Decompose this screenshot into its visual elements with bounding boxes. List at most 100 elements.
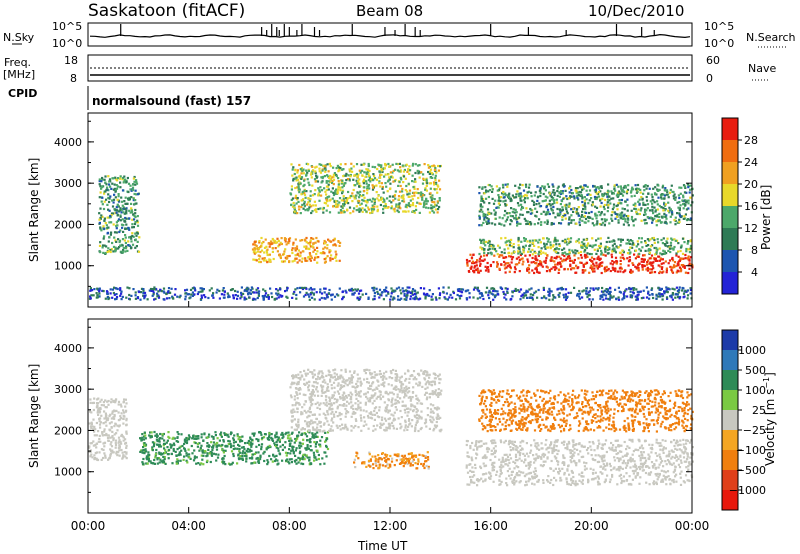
scatter-cell — [570, 268, 573, 271]
scatter-cell — [165, 297, 169, 300]
scatter-cell — [290, 163, 293, 166]
scatter-cell — [480, 199, 483, 202]
scatter-cell — [373, 185, 376, 188]
scatter-cell — [206, 442, 209, 445]
scatter-cell — [433, 183, 436, 186]
scatter-cell — [459, 290, 462, 293]
scatter-cell — [142, 438, 146, 441]
scatter-cell — [291, 445, 294, 448]
scatter-cell — [125, 451, 128, 454]
scatter-cell — [526, 290, 529, 293]
scatter-cell — [110, 401, 113, 404]
scatter-cell — [501, 217, 504, 220]
scatter-cell — [599, 245, 603, 248]
scatter-cell — [460, 288, 463, 291]
scatter-cell — [581, 244, 584, 247]
scatter-cell — [617, 221, 620, 224]
scatter-cell — [201, 458, 204, 461]
scatter-cell — [603, 192, 606, 195]
scatter-cell — [315, 174, 318, 177]
scatter-cell — [420, 191, 423, 194]
scatter-cell — [619, 291, 623, 294]
scatter-cell — [317, 194, 320, 197]
scatter-cell — [326, 204, 329, 207]
scatter-cell — [212, 441, 216, 444]
scatter-cell — [195, 435, 198, 438]
scatter-cell — [484, 265, 487, 268]
scatter-cell — [519, 222, 522, 225]
scatter-cell — [132, 183, 135, 186]
scatter-cell — [159, 445, 162, 448]
scatter-cell — [561, 253, 564, 256]
scatter-cell — [533, 244, 536, 247]
scatter-cell — [100, 229, 103, 232]
scatter-cell — [448, 296, 451, 299]
scatter-cell — [102, 237, 105, 240]
scatter-cell — [645, 195, 648, 199]
nsky-spikes — [120, 24, 655, 36]
scatter-cell — [319, 439, 322, 442]
scatter-cell — [154, 434, 157, 437]
scatter-cell — [117, 247, 120, 250]
scatter-cell — [134, 246, 137, 249]
scatter-cell — [338, 259, 341, 262]
scatter-cell — [657, 287, 660, 290]
scatter-cell — [119, 214, 122, 217]
scatter-cell — [134, 221, 137, 224]
scatter-cell — [189, 457, 192, 460]
scatter-cell — [357, 192, 360, 195]
scatter-cell — [284, 451, 288, 454]
scatter-cell — [121, 204, 124, 207]
scatter-cell — [212, 437, 215, 440]
scatter-cell — [502, 190, 505, 194]
scatter-cell — [119, 181, 122, 184]
scatter-cell — [665, 252, 668, 255]
scatter-cell — [151, 446, 154, 449]
scatter-cell — [92, 440, 95, 443]
scatter-cell — [212, 296, 215, 299]
nsearch-tick-bottom: 10^0 — [704, 37, 734, 50]
scatter-cell — [528, 248, 531, 251]
scatter-cell — [398, 190, 402, 193]
scatter-cell — [524, 254, 527, 257]
scatter-cell — [588, 294, 591, 297]
scatter-cell — [597, 237, 600, 240]
scatter-cell — [661, 298, 664, 301]
scatter-cell — [346, 208, 349, 211]
scatter-cell — [326, 196, 329, 199]
scatter-cell — [420, 171, 423, 174]
scatter-cell — [600, 294, 603, 297]
scatter-cell — [674, 239, 677, 242]
scatter-cell — [601, 286, 604, 290]
scatter-cell — [318, 190, 321, 193]
scatter-cell — [651, 198, 654, 201]
scatter-cell — [582, 238, 585, 241]
scatter-cell — [304, 293, 307, 297]
scatter-cell — [619, 266, 622, 269]
scatter-cell — [359, 208, 362, 211]
scatter-cell — [368, 169, 371, 173]
scatter-cell — [662, 215, 665, 218]
scatter-cell — [520, 199, 523, 202]
scatter-cell — [293, 290, 296, 294]
scatter-cell — [394, 168, 397, 171]
scatter-cell — [361, 293, 364, 296]
scatter-cell — [393, 194, 396, 198]
scatter-cell — [157, 439, 160, 442]
scatter-cell — [612, 247, 615, 250]
scatter-cell — [238, 444, 241, 448]
scatter-cell — [417, 192, 420, 195]
scatter-cell — [609, 286, 612, 289]
scatter-cell — [504, 236, 507, 240]
scatter-cell — [161, 433, 164, 436]
scatter-cell — [649, 200, 652, 203]
scatter-cell — [103, 227, 106, 230]
scatter-cell — [565, 241, 568, 244]
scatter-cell — [588, 298, 591, 301]
scatter-cell — [391, 176, 394, 179]
scatter-cell — [360, 194, 363, 198]
scatter-cell — [266, 248, 269, 251]
scatter-cell — [357, 292, 361, 295]
scatter-cell — [132, 235, 135, 238]
